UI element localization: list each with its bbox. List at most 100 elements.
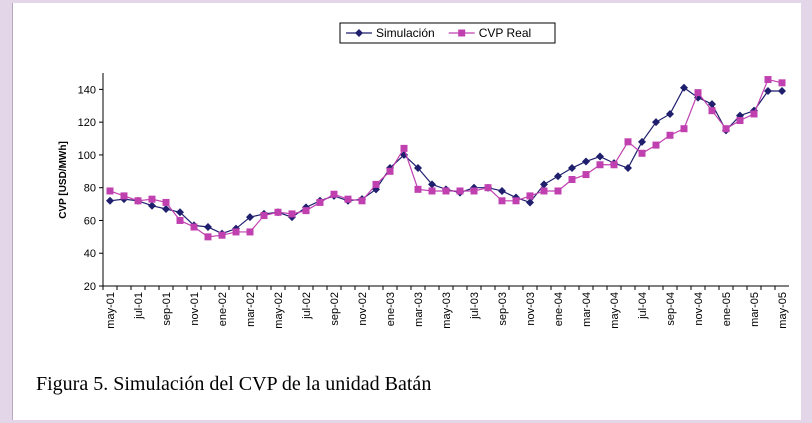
x-tick-label: may-04 [609,292,621,329]
point [246,213,254,222]
point [498,186,506,195]
point [778,87,786,96]
x-tick-label: mar-03 [413,292,425,327]
point [386,167,394,175]
x-tick-label: may-05 [777,292,789,329]
point [414,164,422,173]
point [400,144,408,152]
x-tick-label: nov-01 [189,292,201,326]
caption: Figura 5. Simulación del CVP de la unida… [36,373,431,395]
point [638,137,646,146]
x-tick-label: nov-04 [693,292,705,326]
point [204,233,212,241]
point [274,208,282,216]
point [428,180,436,189]
point [414,185,422,193]
point [624,164,632,173]
point [582,157,590,166]
x-tick-label: sep-01 [161,292,173,326]
series-line [109,78,783,238]
point [540,187,548,195]
x-tick-label: jul-02 [301,292,313,320]
x-tick-label: jul-04 [637,292,649,320]
point [148,201,156,210]
point [680,83,688,92]
series-line [109,86,782,235]
point [582,171,590,179]
point [330,190,338,198]
x-tick-label: sep-04 [665,292,677,326]
point [148,195,156,203]
point [554,187,562,195]
point [512,197,520,205]
point [596,161,604,169]
point [176,208,184,217]
point [218,231,226,239]
point [624,138,632,146]
x-tick-label: may-03 [441,292,453,329]
y-tick-label: 40 [84,248,96,260]
point [526,192,534,200]
point [750,110,758,118]
point [134,197,142,205]
point [344,195,352,203]
point [596,152,604,161]
point [204,223,212,232]
point [106,196,114,205]
point [764,87,772,96]
point [458,29,466,37]
point [428,187,436,195]
point [442,187,450,195]
point [568,164,576,173]
point [260,212,268,220]
y-tick-label: 140 [78,84,96,96]
y-tick-label: 120 [78,117,96,129]
point [106,187,114,195]
point [470,187,478,195]
x-tick-label: ene-03 [385,292,397,326]
point [708,100,716,109]
point [722,125,730,133]
point [694,89,702,97]
point [246,228,254,236]
point [316,198,324,206]
point [302,207,310,215]
point [708,107,716,115]
point [666,131,674,139]
point [456,187,464,195]
point [610,161,618,169]
x-tick-label: jul-03 [469,292,481,320]
x-tick-label: may-02 [273,292,285,329]
point [540,180,548,189]
y-tick-label: 100 [78,150,96,162]
x-tick-label: sep-03 [497,292,509,326]
point [484,184,492,192]
x-tick-label: jul-01 [133,292,145,320]
point [190,223,198,231]
figure-panel [12,3,801,420]
point [498,197,506,205]
y-tick-label: 60 [84,215,96,227]
x-tick-label: may-01 [105,292,117,329]
point [652,141,660,149]
legend-box [339,22,556,44]
point [764,76,772,84]
x-tick-label: mar-05 [749,292,761,327]
point [176,216,184,224]
point [526,198,534,207]
point [736,117,744,125]
x-tick-label: ene-04 [553,292,565,326]
point [568,176,576,183]
point [778,79,786,87]
x-tick-label: mar-04 [581,292,593,327]
legend-label: Simulación [376,26,435,40]
y-axis-label: CVP [USD/MWh] [58,141,69,219]
point [666,109,674,118]
point [162,204,170,213]
point [120,192,128,200]
point [372,180,380,188]
point [554,172,562,181]
x-tick-label: nov-02 [357,292,369,326]
y-tick-label: 80 [84,183,96,195]
